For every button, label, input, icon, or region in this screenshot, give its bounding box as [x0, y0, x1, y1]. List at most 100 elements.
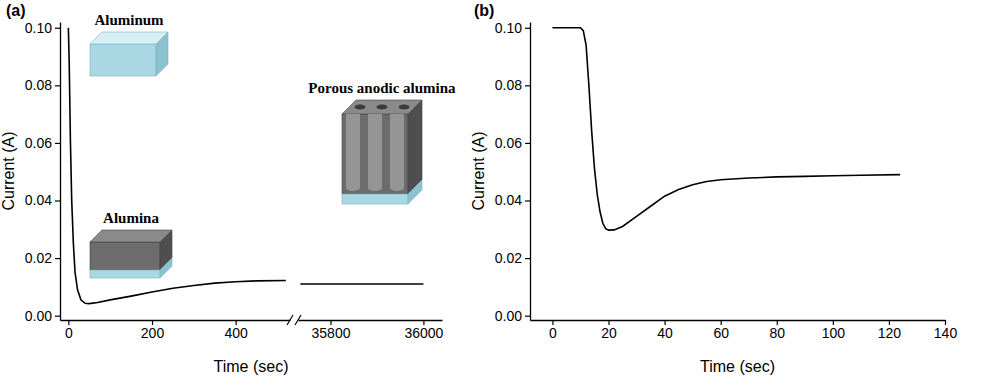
current-line [68, 28, 285, 304]
axis-break-mark [295, 315, 301, 325]
x-axis-tick-label: 36000 [404, 325, 443, 341]
inset-pore-bottom [390, 185, 404, 191]
y-axis-tick-mark [55, 28, 60, 29]
x-axis-tick: 120 [878, 320, 902, 341]
inset-top [90, 32, 168, 44]
x-axis-tick: 0 [549, 320, 557, 341]
y-axis-tick-label: 0.00 [495, 308, 522, 324]
x-axis-tick-label: 400 [224, 325, 248, 341]
y-axis-tick-mark [525, 28, 530, 29]
y-axis-tick-mark [525, 85, 530, 86]
y-axis-tick: 0.08 [495, 77, 530, 93]
y-axis-tick: 0.04 [25, 192, 60, 208]
y-axis-tick: 0.10 [495, 20, 530, 36]
y-axis-tick: 0.08 [25, 77, 60, 93]
x-axis-tick: 36000 [404, 320, 443, 341]
x-axis-tick-label: 40 [657, 325, 673, 341]
inset-pore-top [354, 104, 366, 110]
x-axis-tick-label: 35800 [312, 325, 351, 341]
plot-area [552, 28, 900, 230]
y-axis-tick-label: 0.02 [25, 250, 52, 266]
x-axis-tick: 80 [769, 320, 785, 341]
x-axis-title: Time (sec) [214, 358, 289, 375]
y-axis-tick-label: 0.04 [25, 192, 52, 208]
x-axis-tick: 140 [934, 320, 958, 341]
y-axis-line [60, 23, 61, 321]
annotation: Porous anodic alumina [308, 80, 456, 96]
plot-area [68, 28, 285, 304]
inset-pore [346, 114, 360, 188]
x-axis-tick: 200 [141, 320, 165, 341]
inset-side [160, 258, 172, 278]
axis-break [287, 315, 301, 325]
y-axis-tick: 0.04 [495, 192, 530, 208]
inset-pore [390, 114, 404, 188]
x-axis-tick: 40 [657, 320, 673, 341]
inset-front [90, 242, 160, 270]
x-axis-tick: 100 [822, 320, 846, 341]
x-axis-tick-label: 0 [549, 325, 557, 341]
y-axis-tick: 0.10 [25, 20, 60, 36]
y-axis-tick: 0.00 [25, 308, 60, 324]
inset-side [408, 180, 422, 204]
current-line [552, 28, 900, 230]
y-axis-line [530, 23, 531, 321]
inset-front [342, 194, 408, 204]
x-axis-tick-label: 80 [769, 325, 785, 341]
inset-pore-top [398, 104, 410, 110]
x-axis: 0 20 40 60 80 100 120 140 [531, 320, 958, 341]
axis-break-mark [287, 315, 293, 325]
x-axis-tick-label: 20 [601, 325, 617, 341]
inset-top [342, 100, 422, 114]
y-axis-tick-label: 0.08 [495, 77, 522, 93]
x-axis: 35800 36000 [299, 320, 444, 341]
inset-top [90, 230, 172, 242]
panel-label: (b) [474, 2, 494, 19]
y-axis-tick-label: 0.10 [25, 20, 52, 36]
x-axis-line [531, 320, 946, 321]
y-axis-tick-mark [525, 258, 530, 259]
y-axis-tick-mark [55, 85, 60, 86]
y-axis-tick-label: 0.08 [25, 77, 52, 93]
plot-area [300, 284, 423, 285]
y-axis-tick-mark [55, 258, 60, 259]
inset-pore-top [376, 104, 388, 110]
panel-label: (a) [6, 2, 26, 19]
inset-pore-bottom [346, 185, 360, 191]
y-axis-title: Current (A) [470, 131, 487, 210]
annotation: Alumina [103, 210, 159, 226]
x-axis-tick-label: 140 [934, 325, 958, 341]
inset-pore [368, 114, 382, 188]
y-axis-tick-label: 0.04 [495, 192, 522, 208]
y-axis-tick-mark [55, 316, 60, 317]
annotation: Aluminum [94, 12, 164, 28]
x-axis-tick-label: 100 [822, 325, 846, 341]
y-axis-tick-mark [525, 143, 530, 144]
inset-front [90, 270, 160, 278]
y-axis: 0.000.020.040.060.080.10 [495, 20, 531, 324]
y-axis-tick: 0.02 [25, 250, 60, 266]
inset-illustration [342, 100, 422, 204]
y-axis-tick-label: 0.00 [25, 308, 52, 324]
x-axis-tick-label: 200 [141, 325, 165, 341]
x-axis-tick-label: 60 [713, 325, 729, 341]
y-axis-tick-label: 0.10 [495, 20, 522, 36]
inset-front [90, 44, 156, 76]
y-axis-tick: 0.00 [495, 308, 530, 324]
current-line [300, 283, 423, 285]
x-axis-tick: 60 [713, 320, 729, 341]
x-axis-tick: 35800 [312, 320, 351, 341]
y-axis-tick: 0.06 [495, 135, 530, 151]
inset-front [342, 114, 408, 194]
inset-side [408, 100, 422, 194]
x-axis-line [299, 320, 443, 321]
x-axis-tick: 400 [224, 320, 248, 341]
x-axis-tick: 20 [601, 320, 617, 341]
x-axis-line [61, 320, 291, 321]
x-axis-tick: 0 [65, 320, 73, 341]
y-axis-tick-label: 0.06 [495, 135, 522, 151]
inset-illustration [90, 32, 168, 76]
y-axis-tick: 0.06 [25, 135, 60, 151]
y-axis-tick-mark [525, 200, 530, 201]
figure: 02004000.000.020.040.060.080.10(a)Curren… [0, 0, 992, 385]
